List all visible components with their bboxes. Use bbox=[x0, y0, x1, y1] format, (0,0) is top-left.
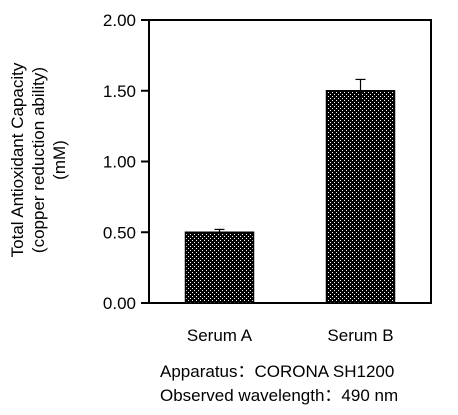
bar-serum-a bbox=[184, 231, 255, 304]
y-axis-label: Total Antioxidant Capacity (copper reduc… bbox=[8, 62, 69, 257]
y-axis-label-line-3: (mM) bbox=[50, 140, 69, 180]
y-tick-label: 1.00 bbox=[103, 153, 136, 172]
y-axis-label-line-2: (copper reduction ability) bbox=[29, 67, 48, 253]
y-tick-label: 0.50 bbox=[103, 223, 136, 242]
x-tick-label: Serum B bbox=[327, 326, 393, 345]
wavelength-note: Observed wavelength：490 nm bbox=[160, 386, 399, 405]
y-tick-label: 0.00 bbox=[103, 294, 136, 313]
y-axis-label-line-1: Total Antioxidant Capacity bbox=[8, 62, 27, 257]
y-tick-label: 1.50 bbox=[103, 82, 136, 101]
bar-serum-b bbox=[325, 90, 396, 304]
y-tick-label: 2.00 bbox=[103, 11, 136, 30]
apparatus-note: Apparatus：CORONA SH1200 bbox=[160, 362, 395, 381]
bar-chart: Total Antioxidant Capacity (copper reduc… bbox=[8, 11, 432, 345]
x-tick-label: Serum A bbox=[187, 326, 253, 345]
